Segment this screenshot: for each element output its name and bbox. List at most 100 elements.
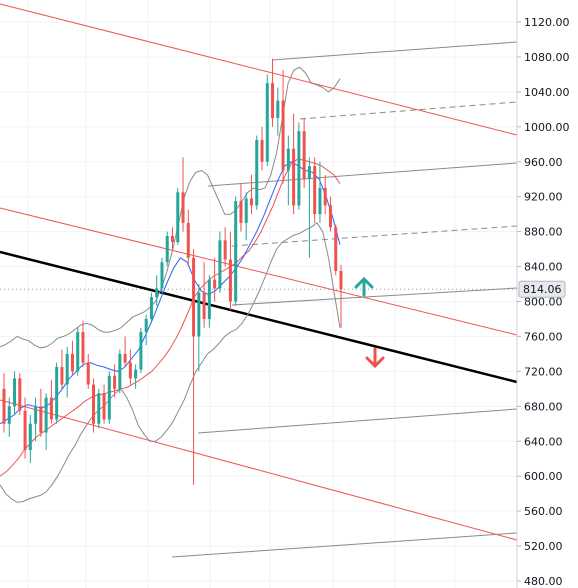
candle-body (197, 292, 201, 337)
axis-tick-label: 480.00 (524, 575, 563, 588)
candle-body (28, 423, 32, 450)
candle-body (102, 393, 106, 420)
candle-body (239, 201, 243, 223)
candle (302, 118, 306, 188)
candle-body (286, 148, 290, 171)
candle (28, 415, 32, 464)
candle-body (155, 288, 159, 298)
candle (165, 231, 169, 267)
candle-body (49, 397, 53, 420)
candles (2, 58, 343, 485)
candle (39, 388, 43, 437)
candle (23, 397, 27, 459)
candle-body (86, 362, 90, 385)
channel-line (0, 399, 518, 541)
drawings (0, 3, 518, 558)
candle (118, 349, 122, 394)
candle (181, 157, 185, 232)
candle (34, 397, 38, 442)
candle-body (65, 353, 69, 385)
trend-line (0, 250, 518, 384)
candle-body (34, 406, 38, 424)
candle (265, 74, 269, 167)
candle-body (313, 166, 317, 215)
price-axis[interactable]: 1120.00 1080.00 1040.00 1000.00 960.00 920.00… (516, 0, 570, 588)
grey-dashed-line (299, 101, 518, 120)
axis-tick-label: 600.00 (524, 470, 563, 483)
candle (76, 327, 80, 376)
candle-body (276, 100, 280, 119)
candle (186, 209, 190, 267)
candle (249, 174, 253, 215)
axis-tick-label: 680.00 (524, 400, 563, 413)
candle (339, 264, 343, 328)
candle-body (228, 259, 232, 302)
candle-body (149, 297, 153, 319)
candle (255, 135, 259, 210)
indicators (0, 66, 341, 503)
down-arrow-head (365, 356, 385, 369)
candle-body (271, 83, 275, 119)
grid (0, 0, 517, 588)
candle-body (281, 100, 285, 171)
candle-body (176, 192, 180, 243)
candle (328, 196, 332, 232)
moving-average-red (0, 158, 341, 477)
candle-body (249, 198, 253, 206)
candle-body (81, 332, 85, 363)
axis-tick-label: 720.00 (524, 365, 563, 378)
axis-tick-label: 1040.00 (524, 86, 570, 99)
grey-dashed-line (231, 225, 518, 247)
candle-body (18, 378, 22, 411)
candle-body (2, 388, 6, 424)
candle-body (107, 375, 111, 420)
axis-tick-label: 760.00 (524, 330, 563, 343)
candle-body (234, 201, 238, 302)
candle-body (160, 262, 164, 289)
candle-body (171, 235, 174, 243)
candle-body (13, 378, 17, 407)
candle-body (334, 227, 338, 271)
candle-body (255, 139, 259, 206)
candle (60, 349, 64, 389)
candle-body (55, 367, 59, 420)
candle-body (76, 332, 80, 372)
candle-body (318, 187, 322, 215)
channel-line (0, 207, 518, 336)
candle-body (144, 318, 148, 333)
last-price-badge: 814.06 (518, 280, 566, 298)
candle-body (181, 192, 185, 223)
last-price-label: 814.06 (523, 283, 562, 296)
candle (70, 340, 74, 376)
axis-tick-label: 560.00 (524, 505, 563, 518)
candle (234, 196, 238, 306)
grey-line (231, 287, 518, 306)
candle (313, 157, 317, 223)
candle-body (97, 393, 101, 424)
candle (92, 378, 96, 433)
candle (228, 231, 232, 311)
candle-body (113, 375, 117, 389)
candle-body (165, 235, 169, 263)
candle (171, 227, 174, 250)
candle (123, 336, 127, 368)
candle-body (118, 353, 122, 389)
candle (297, 122, 301, 210)
candle-body (328, 205, 332, 228)
bollinger-upper (0, 66, 341, 349)
candle (7, 397, 11, 437)
candle-body (339, 270, 343, 290)
axis-tick-label: 920.00 (524, 191, 563, 204)
candle (18, 373, 22, 416)
candle (286, 135, 290, 206)
axis-tick-label: 1000.00 (524, 121, 570, 134)
candle (139, 327, 143, 374)
candle (113, 364, 117, 398)
candle (197, 284, 201, 372)
candle (155, 275, 159, 306)
candle-body (39, 406, 43, 433)
candle (149, 292, 153, 324)
candle (239, 183, 243, 232)
